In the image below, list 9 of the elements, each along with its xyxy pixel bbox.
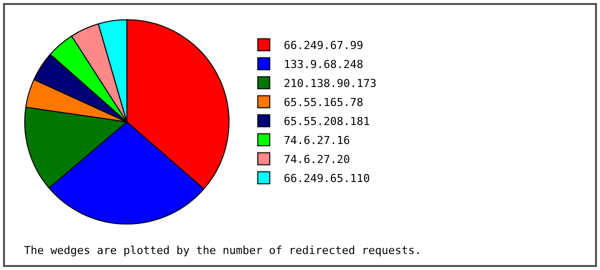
legend-label: 65.55.165.78 <box>284 96 364 109</box>
legend-label: 133.9.68.248 <box>284 58 364 71</box>
legend-label: 74.6.27.20 <box>284 152 350 166</box>
legend-label: 66.249.67.99 <box>284 38 364 52</box>
legend-label: 66.249.65.110 <box>284 172 370 185</box>
text: The wedges are plotted by the number of redirected requests. <box>24 244 422 257</box>
legend-label: 210.138.90.173 <box>284 76 376 90</box>
legend-label: 74.6.27.16 <box>284 134 350 147</box>
legend-label: 65.55.208.181 <box>284 114 370 128</box>
